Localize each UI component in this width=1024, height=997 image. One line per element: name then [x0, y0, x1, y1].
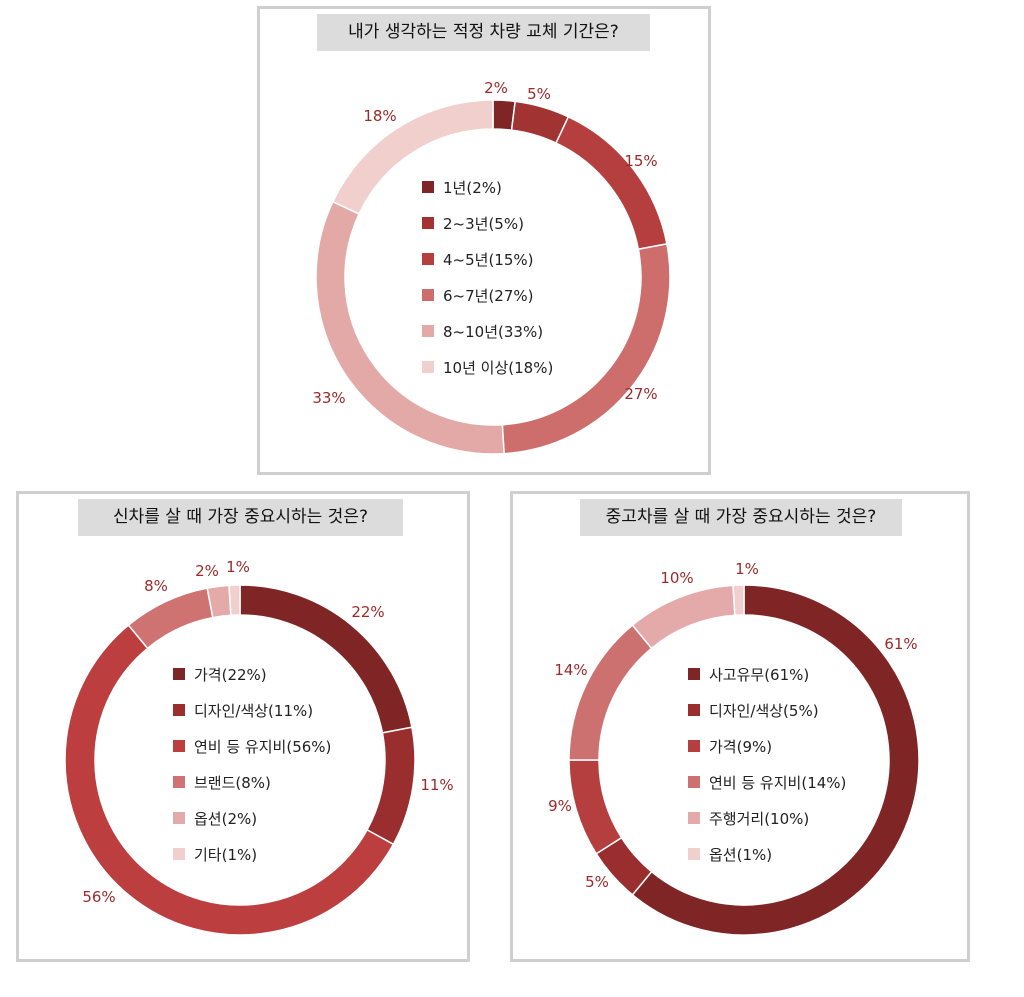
legend-label-0: 가격(22%) — [194, 666, 267, 684]
donut-slice-5 — [732, 584, 745, 617]
legend-label-2: 연비 등 유지비(56%) — [194, 738, 331, 756]
legend-swatch-4 — [173, 812, 185, 824]
donut-chart-used-car: 61% 5% 9% 14% 10% 1% 사고유무(61%) 디자인/색상(5%) 가격(9%)… — [548, 560, 920, 936]
slice-value-label-1: 11% — [420, 776, 453, 794]
legend-label-4: 옵션(2%) — [194, 810, 257, 828]
donut-slice-2 — [64, 624, 395, 936]
legend-swatch-2 — [173, 740, 185, 752]
donut-slice-0 — [631, 584, 920, 936]
donut-slice-5 — [331, 99, 494, 215]
slice-value-label-4: 33% — [312, 389, 345, 407]
slice-value-label-2: 9% — [548, 797, 572, 815]
chart-panel-new-car: 신차를 살 때 가장 중요시하는 것은? 22% 11% 56% 8% 2% 1% 가격(2… — [16, 491, 470, 962]
slice-value-label-5: 1% — [735, 560, 759, 578]
legend-label-5: 10년 이상(18%) — [443, 359, 553, 377]
legend-swatch-1 — [688, 704, 700, 716]
donut-slice-2 — [555, 115, 668, 251]
legend-label-4: 주행거리(10%) — [709, 810, 809, 828]
slice-value-label-0: 22% — [351, 603, 384, 621]
slice-value-label-2: 56% — [82, 888, 115, 906]
donut-chart-replacement-period: 2% 5% 15% 27% 33% 18% 1년(2%) 2~3년(5%) 4~5년(15%) 6… — [312, 79, 671, 455]
legend-swatch-0 — [173, 668, 185, 680]
legend-label-2: 4~5년(15%) — [443, 251, 534, 269]
legend-label-1: 디자인/색상(5%) — [709, 702, 819, 720]
legend-label-4: 8~10년(33%) — [443, 323, 543, 341]
legend-swatch-3 — [173, 776, 185, 788]
chart-title: 중고차를 살 때 가장 중요시하는 것은? — [580, 499, 902, 536]
legend-swatch-0 — [688, 668, 700, 680]
slice-value-label-3: 14% — [554, 661, 587, 679]
slice-value-label-2: 15% — [624, 152, 657, 170]
legend-swatch-5 — [688, 848, 700, 860]
legend-label-5: 옵션(1%) — [709, 846, 772, 864]
donut-slice-3 — [127, 587, 214, 650]
donut-slice-5 — [228, 584, 241, 617]
slice-value-label-3: 27% — [624, 385, 657, 403]
slice-value-label-5: 18% — [363, 107, 396, 125]
slice-value-label-0: 2% — [484, 79, 508, 97]
donut-slice-3 — [568, 624, 653, 761]
chart-title: 내가 생각하는 적정 차량 교체 기간은? — [317, 14, 650, 51]
slice-value-label-4: 10% — [660, 569, 693, 587]
slice-value-label-3: 8% — [144, 577, 168, 595]
slice-value-label-1: 5% — [527, 85, 551, 103]
slice-value-label-5: 1% — [226, 558, 250, 576]
legend-label-3: 연비 등 유지비(14%) — [709, 774, 846, 792]
legend-swatch-1 — [173, 704, 185, 716]
legend-swatch-5 — [173, 848, 185, 860]
chart-title: 신차를 살 때 가장 중요시하는 것은? — [78, 499, 403, 536]
legend-label-2: 가격(9%) — [709, 738, 772, 756]
donut-slice-3 — [501, 242, 671, 455]
legend-label-0: 사고유무(61%) — [709, 666, 809, 684]
legend-swatch-2 — [422, 253, 434, 265]
legend-swatch-4 — [688, 812, 700, 824]
chart-panel-replacement-period: 내가 생각하는 적정 차량 교체 기간은? 2% 5% 15% 27% 33% 18% 1년… — [257, 6, 711, 475]
donut-slice-4 — [631, 584, 736, 650]
legend-label-1: 2~3년(5%) — [443, 215, 524, 233]
legend-label-3: 6~7년(27%) — [443, 287, 534, 305]
slice-value-label-1: 5% — [585, 873, 609, 891]
donut-slice-1 — [366, 726, 416, 846]
legend-label-3: 브랜드(8%) — [194, 774, 271, 792]
legend-label-5: 기타(1%) — [194, 846, 257, 864]
legend-swatch-4 — [422, 325, 434, 337]
donut-slice-2 — [568, 759, 623, 855]
legend-swatch-5 — [422, 361, 434, 373]
donut-chart-new-car: 22% 11% 56% 8% 2% 1% 가격(22%) 디자인/색상(11%) 연비 등 유지… — [64, 558, 454, 936]
slice-value-label-0: 61% — [884, 635, 917, 653]
legend-swatch-3 — [422, 289, 434, 301]
legend-label-0: 1년(2%) — [443, 179, 502, 197]
legend-swatch-3 — [688, 776, 700, 788]
legend-label-1: 디자인/색상(11%) — [194, 702, 313, 720]
slice-value-label-4: 2% — [195, 562, 219, 580]
legend-swatch-1 — [422, 217, 434, 229]
legend-swatch-0 — [422, 181, 434, 193]
chart-panel-used-car: 중고차를 살 때 가장 중요시하는 것은? 61% 5% 9% 14% 10% 1% 사고유… — [510, 491, 970, 962]
legend-swatch-2 — [688, 740, 700, 752]
